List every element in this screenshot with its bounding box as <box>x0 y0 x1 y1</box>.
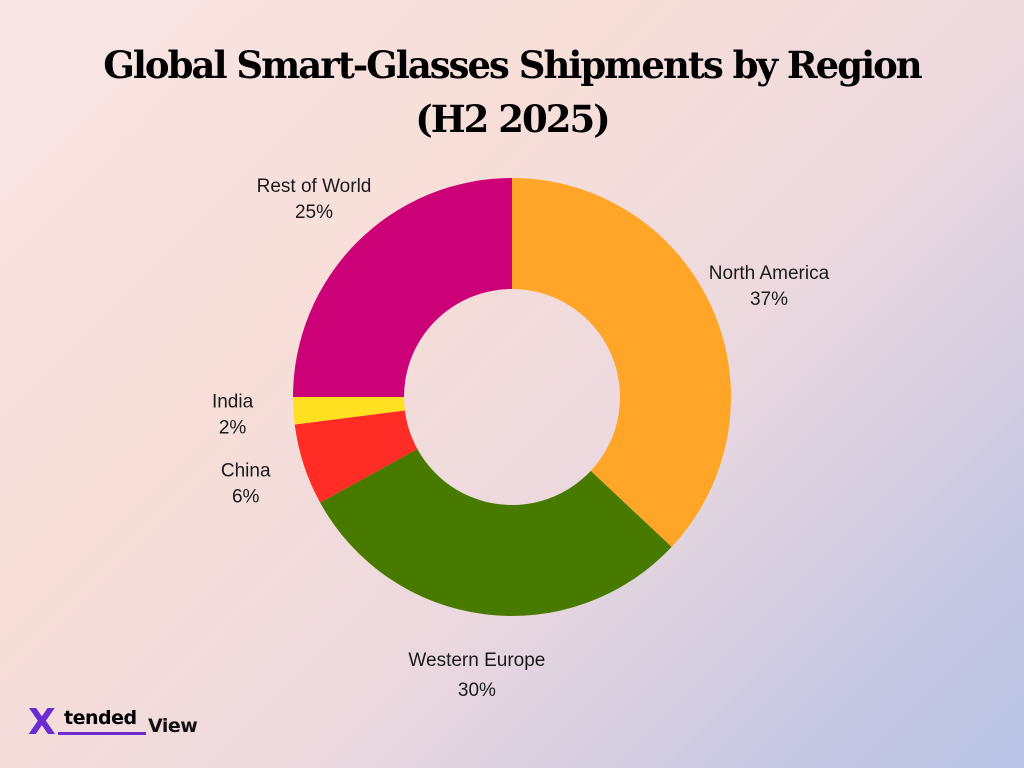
slice-name-india: India <box>212 392 254 413</box>
slice-value-north-america: 37% <box>750 289 788 310</box>
slice-value-china: 6% <box>232 487 260 508</box>
slice-label-north-america: North America 37% <box>709 263 830 310</box>
logo-underline <box>58 732 146 735</box>
slice-label-western-europe: Western Europe 30% <box>408 650 545 701</box>
slice-name-north-america: North America <box>709 263 830 284</box>
slice-name-rest-of-world: Rest of World <box>257 176 372 197</box>
slice-name-china: China <box>221 461 271 482</box>
slice-label-china: China 6% <box>221 461 271 508</box>
logo-x-mark: X <box>28 702 56 743</box>
slice-value-india: 2% <box>219 418 247 439</box>
logo-text-tended: tended <box>64 707 137 729</box>
brand-logo: X tended View <box>28 703 218 743</box>
chart-title-line-1: Global Smart-Glasses Shipments by Region <box>103 43 922 87</box>
slice-north-america <box>512 178 731 547</box>
slice-name-western-europe: Western Europe <box>408 650 545 671</box>
chart-title: Global Smart-Glasses Shipments by Region… <box>0 38 1024 146</box>
slice-label-india: India 2% <box>212 392 254 439</box>
slice-value-western-europe: 30% <box>458 680 496 701</box>
slice-rest-of-world <box>293 178 512 397</box>
slice-china <box>294 410 418 503</box>
logo-text-view: View <box>148 715 198 737</box>
slice-india <box>293 397 405 425</box>
chart-title-line-2: (H2 2025) <box>415 97 611 141</box>
slice-label-rest-of-world: Rest of World 25% <box>257 176 372 223</box>
slice-value-rest-of-world: 25% <box>295 202 333 223</box>
slice-western-europe <box>320 449 672 616</box>
